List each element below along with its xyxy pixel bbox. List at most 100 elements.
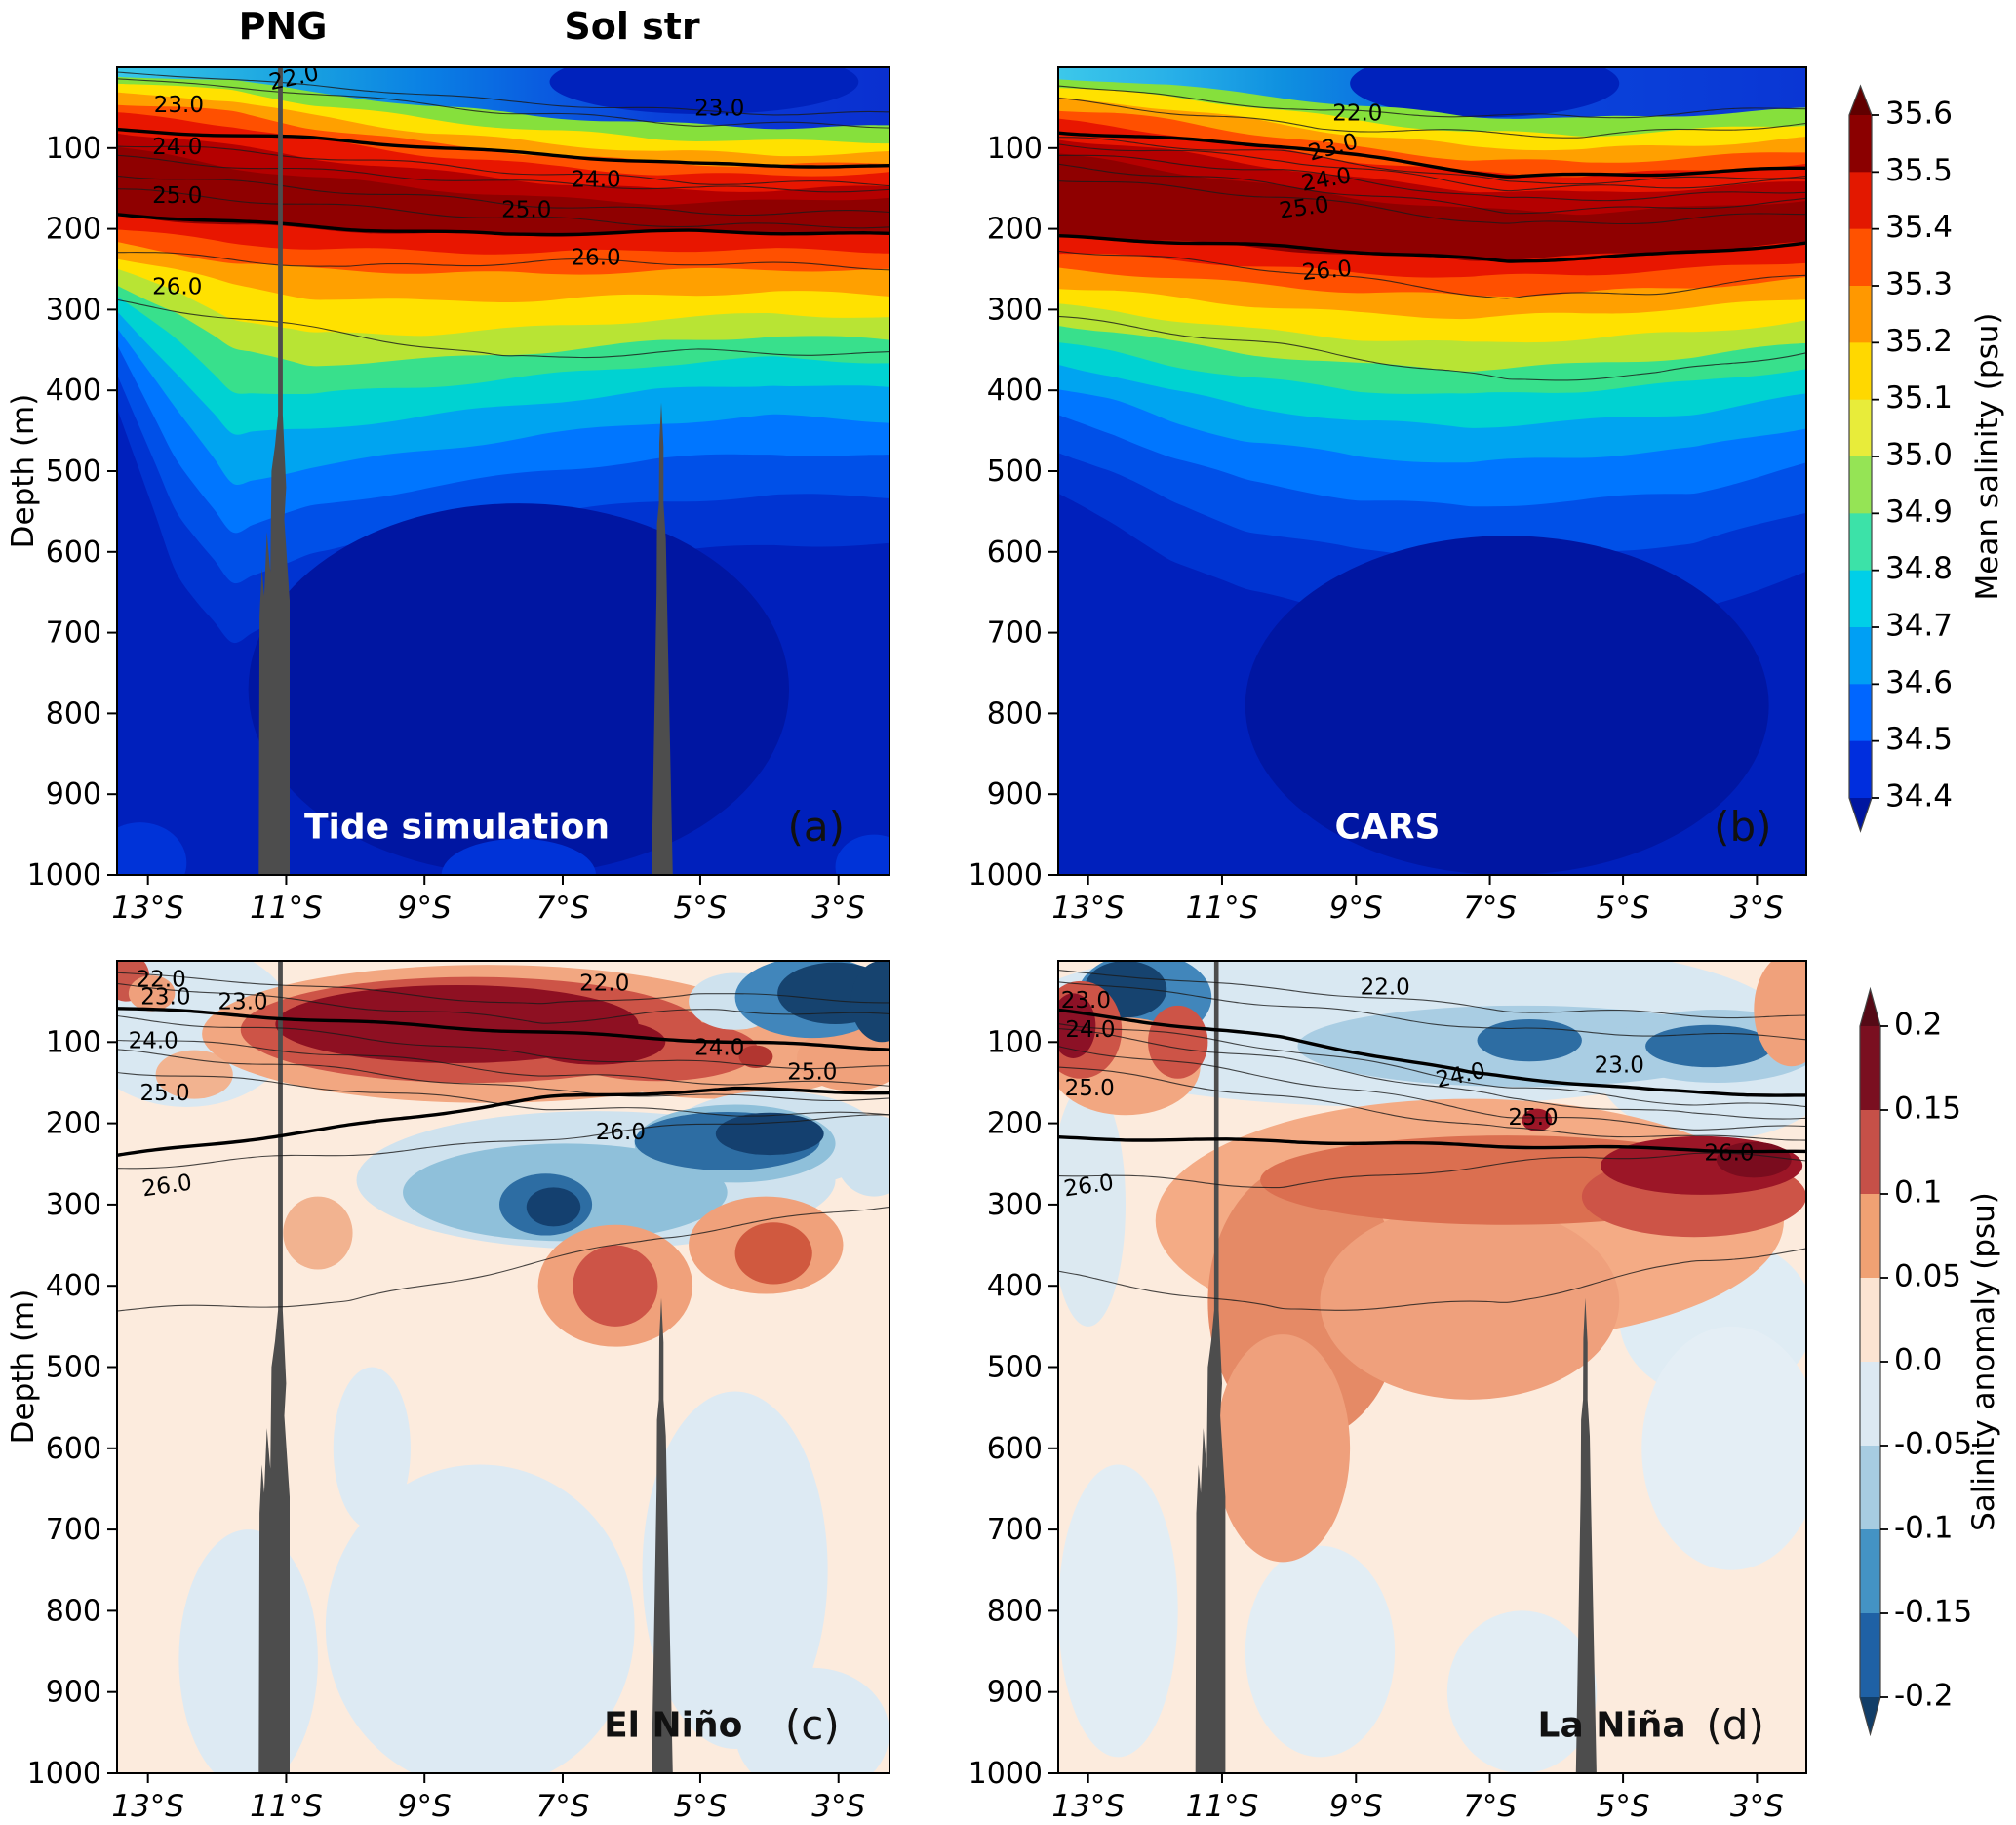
isopycnal-contour bbox=[117, 252, 889, 271]
colorbar-tick-label: 0.1 bbox=[1894, 1175, 1942, 1210]
y-tick-label: 1000 bbox=[27, 1757, 101, 1791]
y-tick-label: 400 bbox=[987, 374, 1043, 408]
y-tick-label: 1000 bbox=[27, 858, 101, 893]
colorbar-tick-label: 35.4 bbox=[1885, 210, 1953, 245]
colorbar-segment bbox=[1849, 627, 1872, 685]
x-tick-label: 7°S bbox=[536, 1789, 590, 1824]
y-tick-label: 300 bbox=[987, 293, 1043, 327]
y-tick-label: 300 bbox=[987, 1188, 1043, 1222]
y-tick-label: 300 bbox=[46, 293, 101, 327]
depth-axis-label: Depth (m) bbox=[6, 1289, 41, 1445]
colorbar-arrow-top bbox=[1849, 86, 1872, 115]
anomaly-blob bbox=[835, 1115, 889, 1197]
y-tick-label: 800 bbox=[46, 1594, 101, 1628]
y-tick-label: 400 bbox=[987, 1269, 1043, 1303]
colorbar-segment bbox=[1860, 1362, 1880, 1447]
anomaly-blob bbox=[1320, 1204, 1620, 1400]
y-tick-label: 100 bbox=[46, 1025, 101, 1059]
anomaly-blob bbox=[333, 1367, 411, 1530]
y-tick-label: 500 bbox=[46, 1351, 101, 1385]
anomaly-blob bbox=[1522, 1108, 1553, 1131]
contour-label: 23.0 bbox=[1061, 988, 1111, 1013]
contour-label: 23.0 bbox=[217, 990, 267, 1015]
contour-label: 25.0 bbox=[1065, 1076, 1115, 1101]
contour-label: 24.0 bbox=[571, 167, 620, 192]
y-tick-label: 1000 bbox=[968, 858, 1043, 893]
isopycnal-contour bbox=[1058, 137, 1806, 185]
x-tick-label: 13°S bbox=[111, 891, 184, 926]
y-tick-label: 300 bbox=[46, 1188, 101, 1222]
isopycnal-contour bbox=[117, 145, 889, 187]
contour-label: 24.0 bbox=[129, 1029, 178, 1054]
contour-label: 25.0 bbox=[152, 183, 202, 209]
panel-a: 22.023.0 23.024.024.025.025.026.026.0 bbox=[117, 67, 889, 875]
isopycnal-contour bbox=[117, 972, 889, 1005]
x-tick-label: 5°S bbox=[1597, 891, 1650, 926]
contour-label: 25.0 bbox=[1508, 1105, 1558, 1131]
colorbar-tick-label: 0.15 bbox=[1894, 1091, 1961, 1127]
x-tick-label: 7°S bbox=[1463, 1789, 1517, 1824]
panel-letter-b: (b) bbox=[1714, 803, 1771, 851]
contour-label: 25.0 bbox=[787, 1059, 837, 1085]
isopycnal-contour bbox=[1058, 163, 1806, 215]
anomaly-blob bbox=[1477, 1018, 1582, 1062]
contour-label: 26.0 bbox=[596, 1120, 646, 1145]
y-tick-label: 700 bbox=[46, 1513, 101, 1547]
colorbar-anom: 0.2 0.15 0.1 0.05 0.0 -0.05 -0.1 -0.15 -0.2 Salin… bbox=[1859, 986, 2001, 1737]
anomaly-blob bbox=[734, 1222, 812, 1285]
isopycnal-contour bbox=[1058, 970, 1806, 1019]
anomaly-blob bbox=[283, 1196, 353, 1270]
x-tick-label: 11°S bbox=[1186, 1789, 1259, 1824]
contour-label: 23.0 bbox=[154, 93, 204, 118]
anomaly-blob bbox=[734, 1667, 889, 1773]
colorbar-tick-label: 0.0 bbox=[1894, 1343, 1942, 1378]
x-tick-label: 11°S bbox=[1186, 891, 1259, 926]
isopycnal-contour bbox=[117, 213, 889, 237]
y-tick-label: 600 bbox=[46, 1432, 101, 1466]
isopycnal-contour bbox=[1058, 97, 1806, 139]
colorbar-tick-label: -0.1 bbox=[1894, 1511, 1954, 1546]
contour-label: 22.0 bbox=[579, 971, 629, 996]
isopycnal-contour bbox=[1058, 315, 1806, 381]
x-tick-label: 11°S bbox=[250, 1789, 323, 1824]
contour-label: 23.0 bbox=[140, 985, 190, 1011]
colorbar-segment bbox=[1849, 228, 1872, 287]
isopycnal-contour bbox=[117, 188, 889, 229]
colorbar-tick-label: 35.3 bbox=[1885, 267, 1953, 302]
anomaly-blob bbox=[738, 1045, 773, 1068]
anomaly-blob bbox=[1245, 1545, 1396, 1758]
anomaly-blob bbox=[1148, 1005, 1208, 1079]
x-tick-label: 7°S bbox=[1463, 891, 1517, 926]
contour-label: 23.0 bbox=[694, 96, 744, 121]
colorbar-tick-label: 34.5 bbox=[1885, 722, 1953, 757]
colorbar-arrow-top bbox=[1860, 989, 1880, 1026]
isopycnal-contour bbox=[1058, 1023, 1806, 1108]
x-tick-label: 5°S bbox=[674, 891, 728, 926]
isopycnal-contour bbox=[117, 1007, 889, 1051]
colorbar-segment bbox=[1860, 1446, 1880, 1530]
isopycnal-contour bbox=[1058, 180, 1806, 225]
x-tick-label: 7°S bbox=[536, 891, 590, 926]
colorbar-tick-label: 34.4 bbox=[1885, 779, 1953, 814]
y-tick-label: 800 bbox=[987, 696, 1043, 731]
y-tick-label: 100 bbox=[987, 1025, 1043, 1059]
anomaly-blob bbox=[1245, 536, 1769, 875]
isopycnal-contour bbox=[1058, 154, 1806, 202]
bathymetry-mask-sol bbox=[1575, 1297, 1597, 1773]
x-tick-label: 3°S bbox=[1730, 891, 1784, 926]
panel-d: 23.024.022.025.0 24.0 23.025.026.026.0 bbox=[1058, 961, 1806, 1773]
y-tick-label: 600 bbox=[46, 536, 101, 570]
isopycnal-contour bbox=[117, 1206, 889, 1312]
colorbar-tick-label: 0.2 bbox=[1894, 1008, 1942, 1043]
y-tick-label: 200 bbox=[987, 213, 1043, 247]
x-tick-label: 5°S bbox=[674, 1789, 728, 1824]
contour-label: 22.0 bbox=[137, 967, 186, 992]
x-tick-label: 13°S bbox=[111, 1789, 184, 1824]
panel-letter-a: (a) bbox=[788, 803, 846, 851]
isopycnal-contour bbox=[1058, 1248, 1806, 1311]
anomaly-blob bbox=[1446, 1610, 1598, 1773]
bathymetry-mask-png bbox=[1195, 961, 1226, 1773]
anomaly-blob bbox=[325, 1464, 635, 1773]
isopycnal-contour bbox=[117, 1049, 889, 1102]
